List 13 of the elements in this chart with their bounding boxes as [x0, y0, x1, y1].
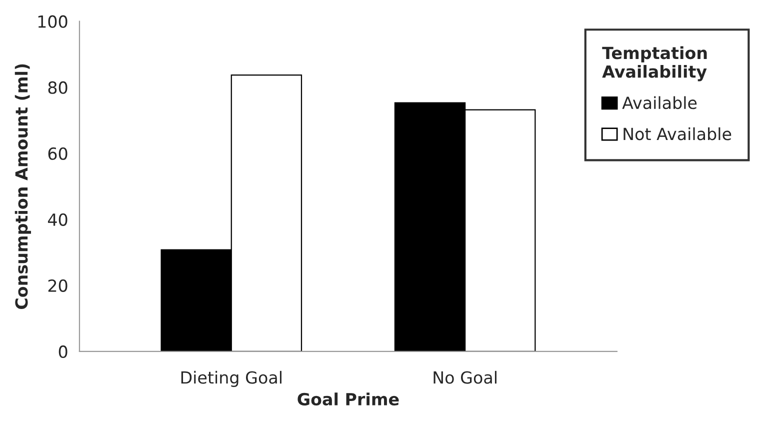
x-tick-label: No Goal — [434, 370, 496, 384]
y-tick-label: 60 — [48, 147, 68, 160]
y-tick-label: 0 — [58, 345, 68, 358]
y-tick-label: 80 — [48, 81, 68, 94]
y-axis-title: Consumption Amount (ml) — [14, 64, 32, 310]
legend-label: Not Available — [624, 127, 732, 140]
x-tick-label: Dieting Goal — [181, 370, 282, 388]
y-tick-label: 100 — [38, 15, 68, 28]
legend-title: Temptation Availability — [602, 46, 707, 82]
y-tick-label: 20 — [48, 279, 68, 292]
y-tick-label: 40 — [48, 213, 68, 226]
legend-label: Available — [622, 96, 697, 110]
x-axis-title: Goal Prime — [298, 392, 399, 406]
